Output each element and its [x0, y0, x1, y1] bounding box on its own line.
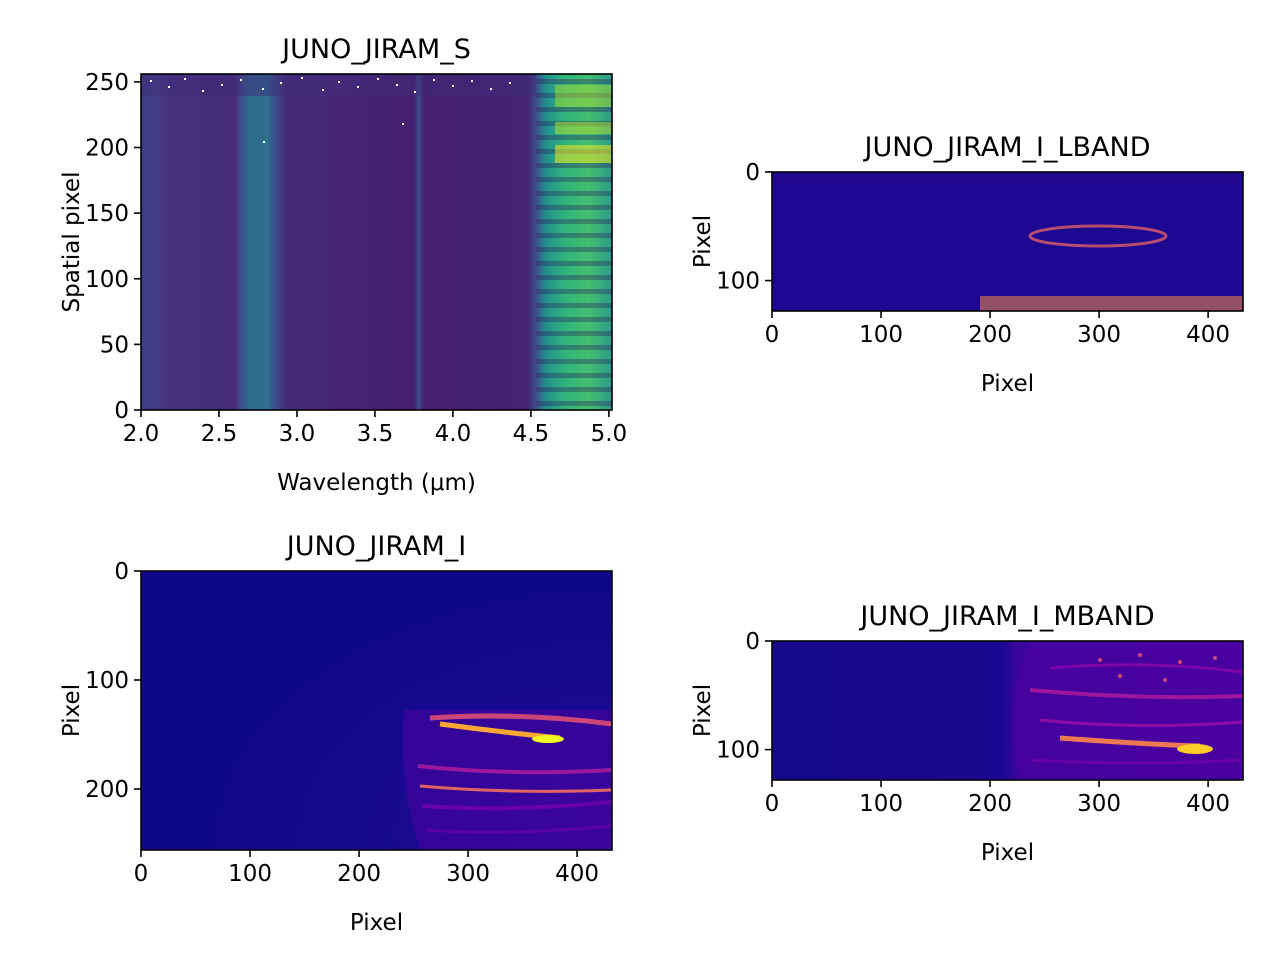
y-axis-label: Spatial pixel [59, 172, 85, 313]
x-tick-label: 2.5 [201, 421, 238, 447]
y-tick-label: 0 [745, 629, 760, 655]
x-tick-label: 200 [968, 322, 1012, 348]
x-tick-label: 0 [765, 791, 780, 817]
x-tick-label: 3.5 [357, 421, 394, 447]
heatmap-image [141, 571, 612, 850]
y-tick-label: 0 [745, 160, 760, 186]
y-tick-label: 200 [85, 777, 129, 803]
x-axis-label: Pixel [981, 371, 1034, 397]
y-tick-label: 50 [100, 332, 129, 358]
x-tick-label: 100 [228, 861, 272, 887]
x-axis-label: Wavelength (μm) [277, 470, 476, 496]
x-tick-label: 400 [1186, 791, 1230, 817]
axes-frame [771, 640, 1244, 781]
x-tick-label: 0 [765, 322, 780, 348]
axes-frame [140, 73, 613, 411]
x-tick-label: 300 [1077, 791, 1121, 817]
x-tick-label: 2.0 [123, 421, 160, 447]
x-axis-label: Pixel [350, 910, 403, 936]
heatmap-image [772, 172, 1243, 311]
x-tick-label: 0 [134, 861, 149, 887]
x-tick-label: 200 [337, 861, 381, 887]
y-axis-label: Pixel [690, 215, 716, 268]
x-tick-label: 100 [859, 791, 903, 817]
y-tick-label: 250 [85, 70, 129, 96]
x-tick-label: 4.5 [513, 421, 550, 447]
x-tick-label: 300 [446, 861, 490, 887]
panel-juno-jiram-i-mband: 0 100 200 300 400 0 100 JUNO_JIRAM_I_MBAND Pixel… [690, 601, 1244, 866]
y-tick-label: 100 [716, 269, 760, 295]
y-axis-label: Pixel [690, 684, 716, 737]
chart-title: JUNO_JIRAM_S [280, 34, 471, 65]
panel-juno-jiram-s: 2.0 2.5 3.0 3.5 4.0 4.5 5.0 0 50 100 150 200 250 JUNO… [59, 34, 627, 496]
x-tick-label: 100 [859, 322, 903, 348]
heatmap-image [141, 74, 612, 410]
chart-title: JUNO_JIRAM_I_LBAND [862, 132, 1150, 163]
axes-frame [771, 171, 1244, 312]
x-tick-label: 200 [968, 791, 1012, 817]
x-tick-label: 300 [1077, 322, 1121, 348]
x-tick-label: 4.0 [435, 421, 472, 447]
chart-title: JUNO_JIRAM_I [285, 531, 467, 562]
y-axis-label: Pixel [59, 684, 85, 737]
y-tick-label: 100 [716, 738, 760, 764]
x-axis-label: Pixel [981, 840, 1034, 866]
heatmap-image [772, 641, 1243, 780]
y-tick-label: 0 [114, 559, 129, 585]
axes-frame [140, 570, 613, 851]
y-tick-label: 150 [85, 201, 129, 227]
x-tick-label: 3.0 [279, 421, 316, 447]
x-tick-label: 5.0 [591, 421, 628, 447]
panel-juno-jiram-i-lband: 0 100 200 300 400 0 100 JUNO_JIRAM_I_LBAND Pixel… [690, 132, 1244, 397]
x-tick-label: 400 [555, 861, 599, 887]
y-tick-label: 0 [114, 398, 129, 424]
y-tick-label: 100 [85, 668, 129, 694]
x-tick-label: 400 [1186, 322, 1230, 348]
y-tick-label: 100 [85, 267, 129, 293]
chart-title: JUNO_JIRAM_I_MBAND [858, 601, 1154, 632]
panel-juno-jiram-i: 0 100 200 300 400 0 100 200 JUNO_JIRAM_I Pixel Pix… [59, 531, 613, 936]
y-tick-label: 200 [85, 136, 129, 162]
